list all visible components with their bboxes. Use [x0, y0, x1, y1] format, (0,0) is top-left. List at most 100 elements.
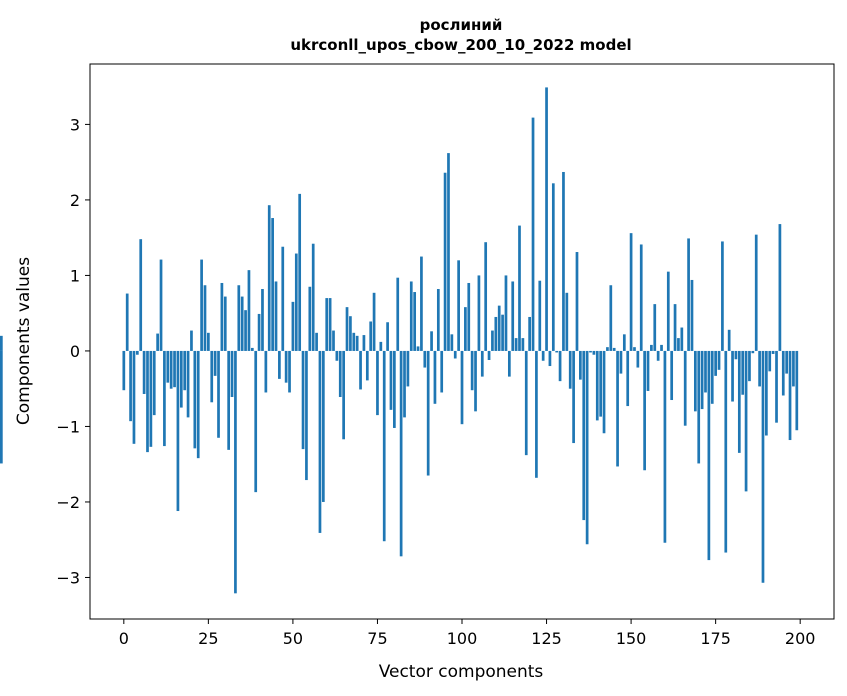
bar: [389, 350, 393, 410]
bar: [149, 350, 153, 447]
bar: [589, 350, 592, 353]
bar: [325, 298, 329, 351]
bar: [291, 301, 295, 351]
bar: [700, 350, 704, 410]
bar: [403, 350, 406, 418]
bar: [558, 350, 562, 382]
bar: [792, 350, 795, 387]
bar: [203, 285, 207, 351]
bar: [250, 347, 254, 351]
bar: [335, 350, 339, 361]
bar: [670, 350, 674, 401]
bar: [152, 350, 156, 416]
bar: [572, 350, 575, 444]
bar: [660, 344, 663, 351]
bar: [163, 350, 166, 447]
bar: [778, 224, 782, 351]
bar: [457, 260, 460, 351]
bar: [768, 350, 772, 372]
bar: [234, 350, 237, 594]
bar: [305, 350, 308, 481]
chart-title: рослиний: [420, 16, 503, 34]
bar: [727, 329, 731, 351]
x-tick-label: 150: [616, 629, 647, 648]
bar: [281, 246, 285, 351]
bar: [278, 350, 281, 379]
bar: [207, 332, 210, 351]
bar: [426, 350, 430, 476]
bar: [393, 350, 396, 428]
y-tick-label: 3: [70, 115, 80, 134]
bar: [200, 259, 203, 351]
bar: [237, 285, 241, 351]
bar: [135, 350, 139, 355]
bar: [599, 350, 603, 417]
bar: [741, 350, 745, 395]
bar: [775, 350, 778, 423]
bar: [714, 350, 717, 376]
bar: [365, 350, 369, 381]
bar: [196, 350, 200, 459]
bar: [751, 350, 755, 354]
bar: [501, 314, 504, 351]
bar: [731, 350, 734, 402]
x-tick-label: 125: [531, 629, 562, 648]
bar: [504, 275, 508, 351]
bar: [298, 193, 302, 351]
bar: [761, 350, 765, 583]
bar: [311, 243, 315, 351]
bar: [321, 350, 325, 502]
bar: [176, 350, 180, 512]
x-tick-label: 200: [785, 629, 816, 648]
bar: [416, 346, 420, 351]
bar: [338, 350, 342, 397]
x-tick-label: 75: [367, 629, 387, 648]
bar: [359, 350, 362, 390]
x-tick-label: 175: [700, 629, 731, 648]
bar: [677, 338, 680, 351]
bar: [217, 350, 220, 438]
bar: [447, 153, 450, 351]
y-tick-label: 1: [70, 266, 80, 285]
bar: [494, 316, 498, 351]
bar: [173, 350, 176, 388]
bar: [477, 275, 481, 351]
bar: [308, 286, 312, 351]
bar: [355, 335, 359, 351]
bar: [579, 350, 582, 380]
bar: [362, 335, 366, 351]
bar: [656, 350, 660, 361]
bar: [795, 350, 799, 431]
bar: [288, 350, 291, 393]
bar: [758, 350, 761, 387]
bar: [352, 332, 356, 351]
bar: [210, 350, 214, 403]
bar: [190, 330, 193, 351]
bar: [683, 350, 687, 426]
bar: [781, 350, 785, 396]
bar: [666, 271, 670, 351]
y-tick-label: 2: [70, 191, 80, 210]
x-tick-label: 50: [283, 629, 303, 648]
bar: [169, 350, 173, 389]
bar: [511, 281, 515, 351]
bar: [379, 341, 383, 351]
bar: [524, 350, 528, 456]
bar: [125, 293, 129, 351]
bar: [507, 350, 511, 377]
bar: [240, 296, 244, 351]
bar: [247, 270, 251, 351]
bar: [474, 350, 477, 412]
bar: [785, 350, 789, 374]
bar: [737, 350, 741, 453]
bar: [223, 296, 227, 351]
bar: [595, 350, 599, 421]
bar: [765, 350, 768, 436]
y-axis-label: Components values: [14, 257, 34, 425]
bar: [294, 253, 298, 351]
bar: [531, 117, 535, 351]
bar: [650, 344, 653, 351]
bar: [399, 350, 403, 557]
bar: [626, 350, 630, 407]
